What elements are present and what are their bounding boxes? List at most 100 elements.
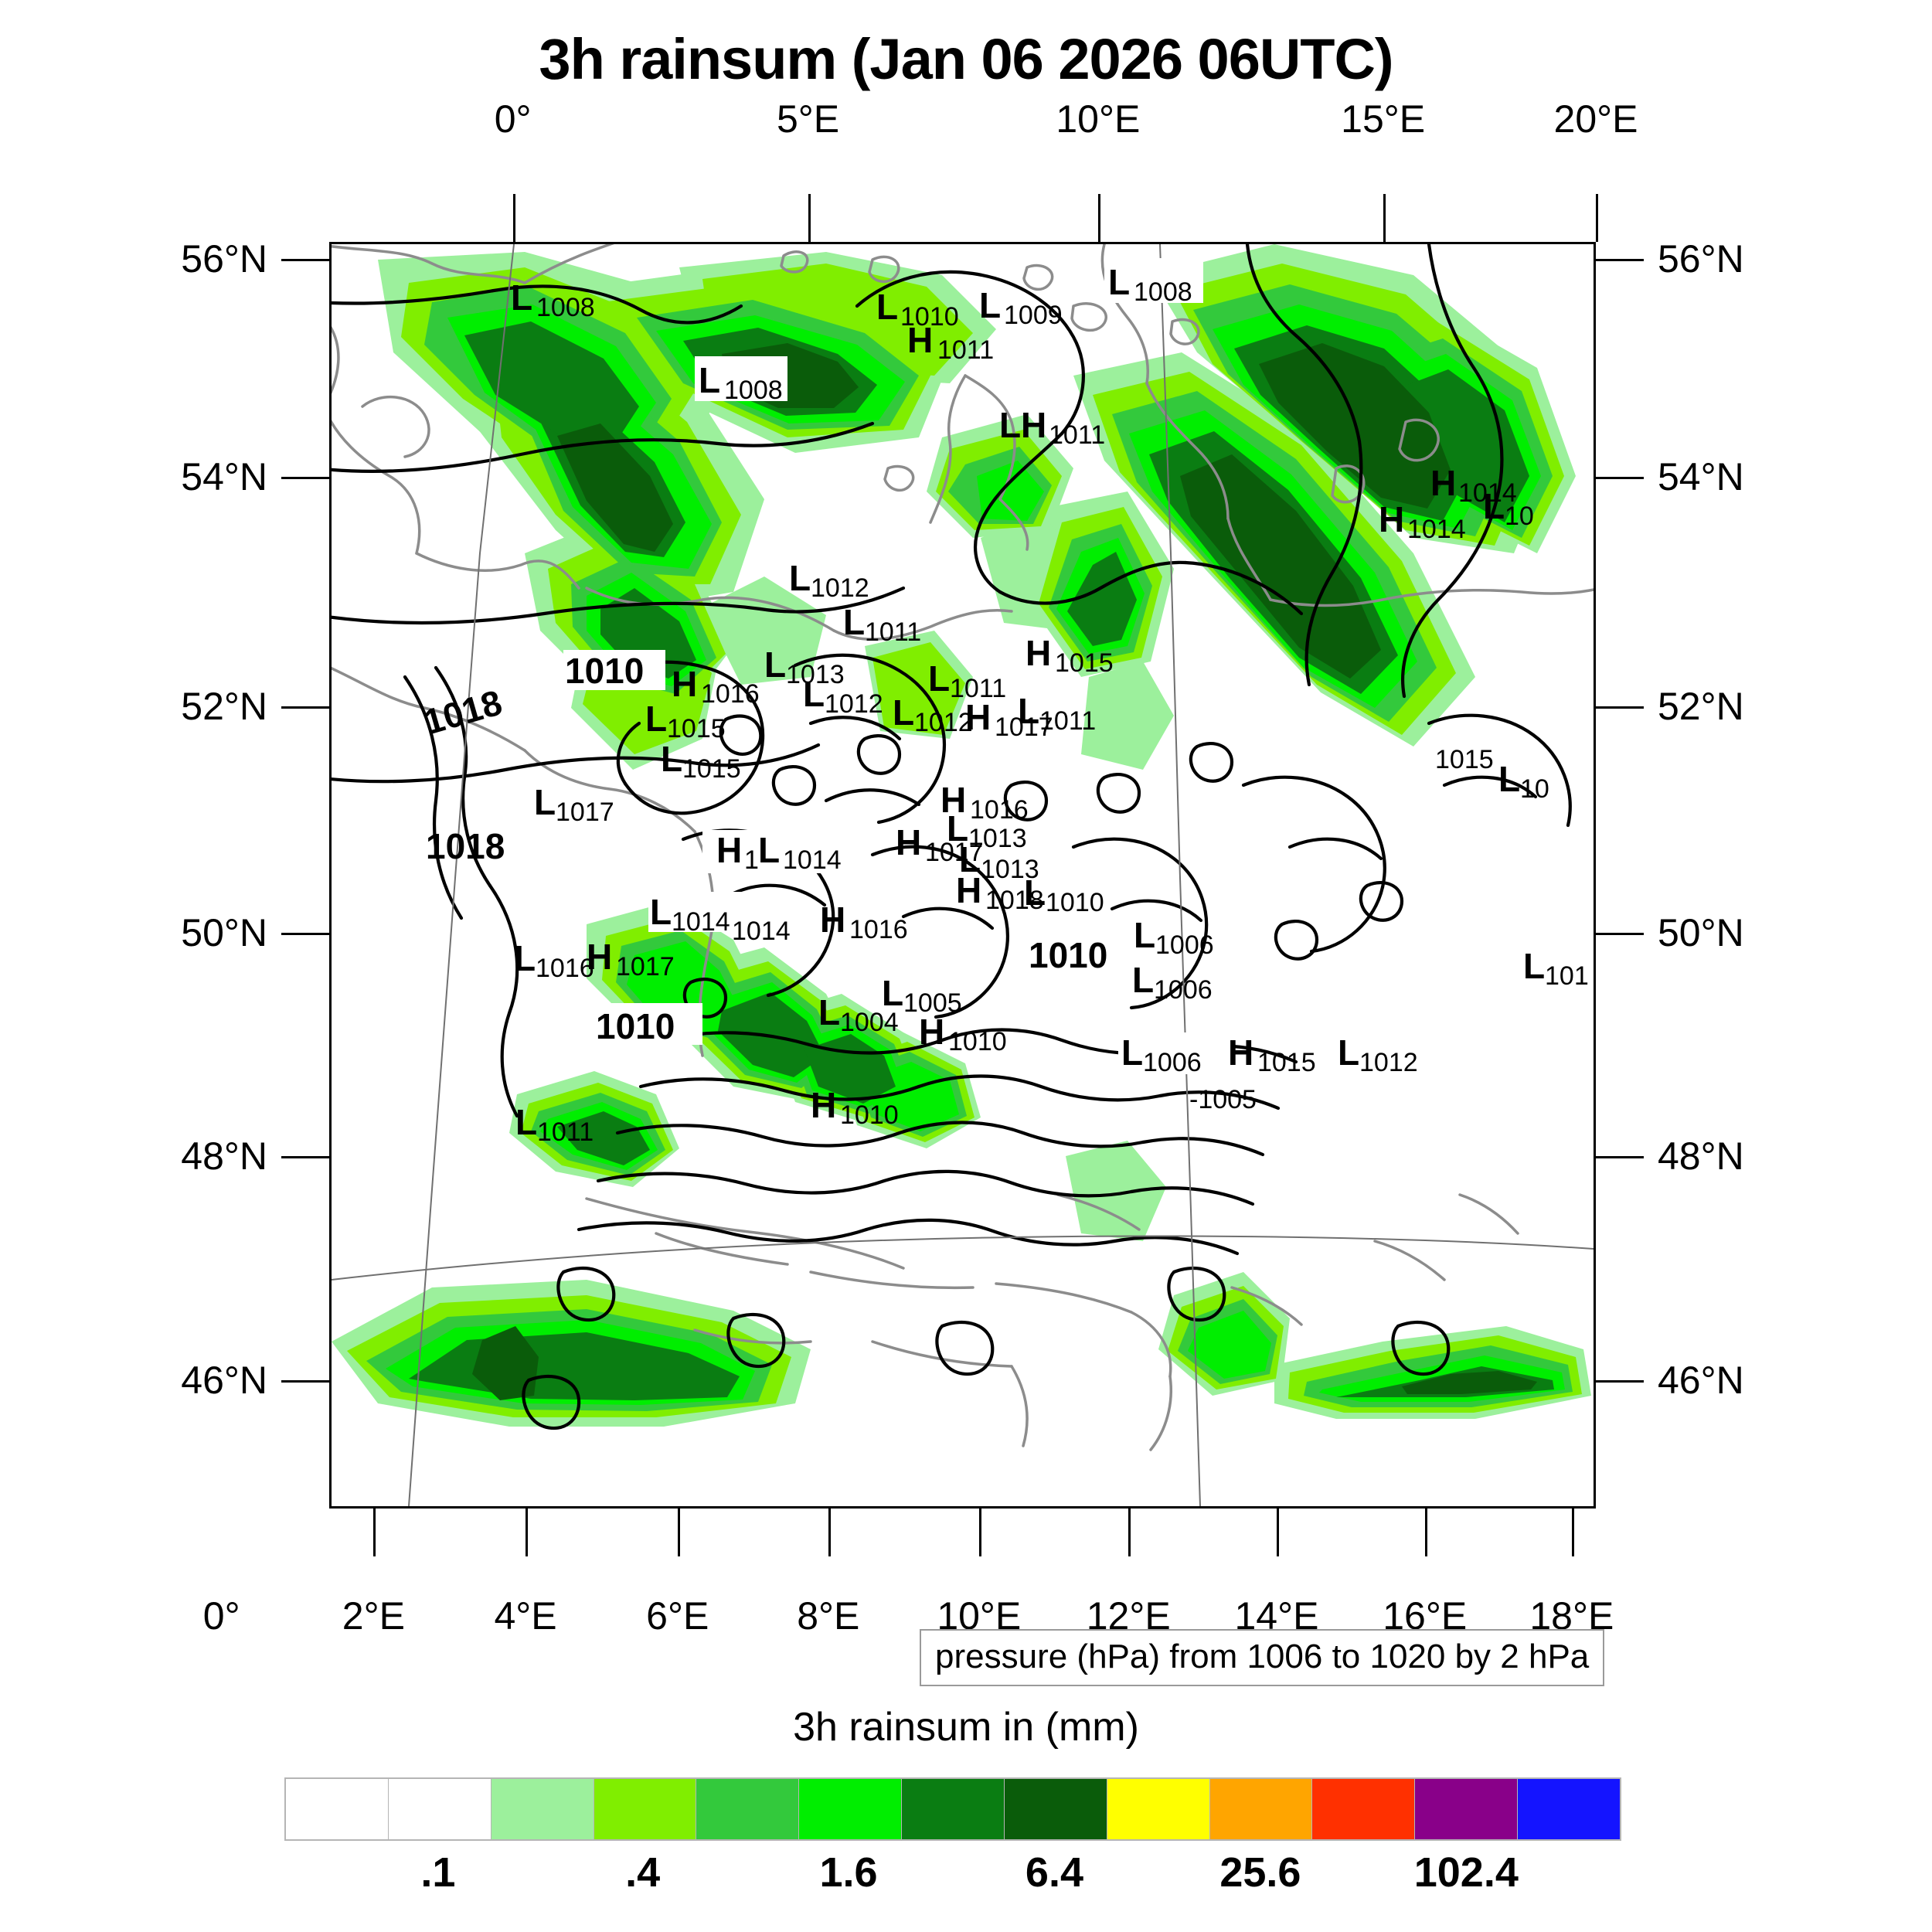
svg-text:1016: 1016 bbox=[701, 679, 760, 709]
colorbar-segment-5[interactable] bbox=[799, 1779, 903, 1839]
svg-text:H: H bbox=[716, 830, 742, 870]
svg-text:L: L bbox=[1018, 691, 1039, 731]
svg-text:1013: 1013 bbox=[981, 855, 1039, 884]
svg-text:1010: 1010 bbox=[596, 1006, 675, 1046]
colorbar-segment-4[interactable] bbox=[696, 1779, 800, 1839]
colorbar-segment-1[interactable] bbox=[388, 1779, 492, 1839]
svg-text:L: L bbox=[1024, 872, 1046, 913]
svg-text:1012: 1012 bbox=[825, 689, 883, 719]
svg-text:L: L bbox=[999, 405, 1021, 445]
svg-text:1013: 1013 bbox=[968, 824, 1027, 853]
svg-text:1008: 1008 bbox=[724, 376, 783, 405]
svg-text:H: H bbox=[956, 870, 981, 910]
svg-text:H: H bbox=[896, 822, 921, 862]
svg-text:L: L bbox=[758, 830, 780, 870]
svg-text:1011: 1011 bbox=[1039, 706, 1096, 736]
svg-text:L: L bbox=[882, 973, 903, 1013]
svg-text:1012: 1012 bbox=[811, 573, 869, 603]
svg-text:L: L bbox=[893, 692, 914, 733]
svg-text:1010: 1010 bbox=[900, 302, 959, 332]
svg-text:1017: 1017 bbox=[995, 713, 1053, 742]
colorbar-segment-0[interactable] bbox=[286, 1779, 389, 1839]
graticule bbox=[332, 244, 1594, 1506]
lon-label-top-1: 5°E bbox=[776, 97, 840, 141]
svg-text:H: H bbox=[907, 320, 933, 360]
colorbar-segment-6[interactable] bbox=[902, 1779, 1005, 1839]
axis-tick bbox=[1097, 194, 1100, 242]
svg-text:101: 101 bbox=[1545, 961, 1589, 991]
axis-tick bbox=[1596, 1379, 1644, 1383]
colorbar-segment-2[interactable] bbox=[491, 1779, 594, 1839]
svg-text:H: H bbox=[1379, 499, 1404, 539]
colorbar-segment-11[interactable] bbox=[1415, 1779, 1519, 1839]
svg-text:H: H bbox=[1228, 1032, 1253, 1073]
svg-text:1009: 1009 bbox=[1004, 301, 1063, 330]
axis-tick bbox=[1383, 194, 1386, 242]
colorbar-segment-12[interactable] bbox=[1518, 1779, 1620, 1839]
svg-text:1018: 1018 bbox=[985, 886, 1044, 915]
colorbar-tick-0: .1 bbox=[420, 1849, 456, 1896]
svg-text:1008: 1008 bbox=[536, 293, 595, 322]
lon-label-top-0: 0° bbox=[494, 97, 532, 141]
colorbar-segment-9[interactable] bbox=[1209, 1779, 1313, 1839]
axis-tick bbox=[281, 477, 329, 480]
svg-text:H: H bbox=[672, 664, 697, 704]
colorbar-segment-8[interactable] bbox=[1107, 1779, 1210, 1839]
svg-text:1: 1 bbox=[744, 845, 759, 875]
map-panel: L 1008 L 1008 L 1010 H 1011 L 1009 L 1008 L H 10… bbox=[329, 242, 1596, 1509]
svg-text:L: L bbox=[1134, 915, 1155, 955]
colorbar-segment-7[interactable] bbox=[1004, 1779, 1107, 1839]
colorbar-segment-10[interactable] bbox=[1312, 1779, 1416, 1839]
axis-tick bbox=[1596, 477, 1644, 480]
svg-text:H: H bbox=[1026, 633, 1051, 673]
svg-text:1017: 1017 bbox=[616, 952, 675, 981]
svg-text:10: 10 bbox=[1520, 774, 1549, 804]
svg-text:1004: 1004 bbox=[840, 1008, 899, 1037]
svg-text:1016: 1016 bbox=[849, 915, 908, 944]
axis-tick bbox=[1596, 933, 1644, 936]
colorbar-tick-3: 6.4 bbox=[1025, 1849, 1084, 1896]
axis-tick bbox=[512, 194, 515, 242]
axis-tick bbox=[1596, 259, 1644, 262]
svg-text:L: L bbox=[1523, 946, 1545, 986]
svg-text:L: L bbox=[650, 892, 672, 932]
svg-text:L: L bbox=[515, 1102, 537, 1142]
svg-text:1011: 1011 bbox=[937, 335, 994, 365]
svg-text:1018: 1018 bbox=[426, 826, 505, 866]
svg-text:L: L bbox=[534, 782, 556, 822]
svg-text:1011: 1011 bbox=[1049, 420, 1105, 450]
axis-tick bbox=[677, 1509, 680, 1556]
colorbar-tick-2: 1.6 bbox=[819, 1849, 878, 1896]
svg-text:1006: 1006 bbox=[1154, 975, 1213, 1005]
axis-tick bbox=[281, 1155, 329, 1158]
svg-text:H: H bbox=[1021, 405, 1046, 445]
map-canvas: L 1008 L 1008 L 1010 H 1011 L 1009 L 1008 L H 10… bbox=[332, 244, 1594, 1506]
svg-text:L: L bbox=[1108, 262, 1130, 302]
svg-text:1010: 1010 bbox=[948, 1027, 1007, 1056]
svg-text:L: L bbox=[947, 808, 968, 849]
lon-label-top-3: 15°E bbox=[1341, 97, 1426, 141]
colorbar[interactable] bbox=[284, 1777, 1621, 1841]
svg-text:H: H bbox=[1430, 463, 1456, 503]
svg-text:10: 10 bbox=[1505, 502, 1534, 531]
svg-text:1010: 1010 bbox=[1046, 888, 1104, 917]
svg-text:L: L bbox=[1483, 486, 1505, 526]
lat-label-left-2: 52°N bbox=[181, 684, 267, 728]
colorbar-segment-3[interactable] bbox=[594, 1779, 697, 1839]
svg-text:1015: 1015 bbox=[667, 714, 726, 743]
lon-label-bottom-0: 0° bbox=[202, 1594, 240, 1638]
colorbar-tick-1: .4 bbox=[625, 1849, 661, 1896]
svg-text:H: H bbox=[940, 780, 966, 820]
svg-text:1006: 1006 bbox=[1143, 1048, 1202, 1077]
colorbar-title: 3h rainsum in (mm) bbox=[793, 1705, 1139, 1750]
svg-text:1010: 1010 bbox=[565, 651, 644, 691]
lat-label-left-5: 46°N bbox=[181, 1358, 267, 1402]
svg-text:H: H bbox=[965, 697, 991, 737]
svg-text:L: L bbox=[514, 938, 536, 978]
lon-label-bottom-1: 2°E bbox=[342, 1594, 405, 1638]
svg-text:1016: 1016 bbox=[970, 795, 1029, 825]
lat-label-right-2: 52°N bbox=[1658, 684, 1744, 728]
pressure-legend: pressure (hPa) from 1006 to 1020 by 2 hP… bbox=[920, 1629, 1605, 1686]
svg-text:1014: 1014 bbox=[732, 917, 791, 946]
svg-text:1012: 1012 bbox=[1359, 1048, 1418, 1077]
